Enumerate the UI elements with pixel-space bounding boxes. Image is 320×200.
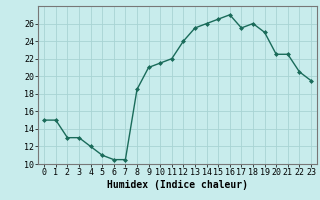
X-axis label: Humidex (Indice chaleur): Humidex (Indice chaleur) <box>107 180 248 190</box>
